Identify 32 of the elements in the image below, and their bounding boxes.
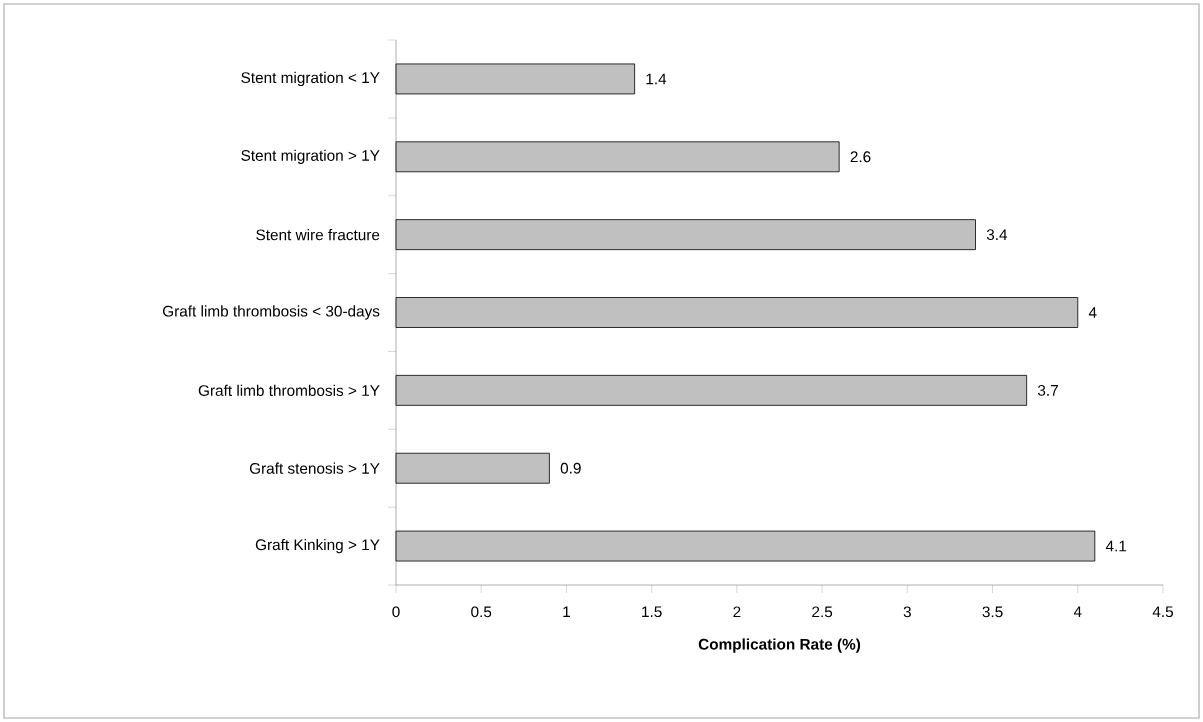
data-label: 3.4 bbox=[986, 229, 1008, 241]
y-tick-label: Stent migration < 1Y bbox=[241, 71, 380, 87]
x-tick-label: 2 bbox=[733, 606, 741, 618]
x-tick-label: 1 bbox=[563, 606, 570, 617]
x-tick-label: 1.5 bbox=[642, 606, 662, 618]
y-tick-label: Graft limb thrombosis > 1Y bbox=[198, 384, 380, 396]
y-tick-label: Stent wire fracture bbox=[256, 229, 380, 241]
y-tick-label: Stent migration > 1Y bbox=[241, 149, 380, 164]
bar bbox=[395, 141, 840, 173]
bar bbox=[395, 374, 1028, 406]
x-tick-label: 3 bbox=[903, 606, 911, 618]
data-label: 1.4 bbox=[646, 73, 667, 85]
data-label: 2.6 bbox=[850, 151, 871, 163]
bar bbox=[395, 530, 1096, 562]
bar bbox=[395, 63, 636, 95]
x-tick-label: 4.5 bbox=[1152, 606, 1174, 618]
bar bbox=[395, 452, 550, 484]
bar bbox=[395, 219, 976, 251]
y-tick-label: Graft stenosis > 1Y bbox=[249, 462, 380, 474]
bar bbox=[395, 297, 1079, 328]
y-tick-label: Graft limb thrombosis < 30-days bbox=[163, 305, 380, 320]
x-tick-label: 2.5 bbox=[812, 606, 833, 618]
x-tick-label: 0 bbox=[392, 606, 400, 618]
data-label: 4.1 bbox=[1105, 540, 1127, 552]
y-tick-label: Graft Kinking > 1Y bbox=[255, 538, 380, 554]
x-tick-label: 0.5 bbox=[471, 606, 492, 618]
x-tick-label: 3.5 bbox=[982, 606, 1003, 618]
data-label: 4 bbox=[1088, 307, 1097, 318]
data-label: 3.7 bbox=[1037, 384, 1058, 396]
x-axis-title: Complication Rate (%) bbox=[698, 638, 861, 653]
x-tick-label: 4 bbox=[1073, 606, 1082, 617]
data-label: 0.9 bbox=[560, 462, 581, 474]
